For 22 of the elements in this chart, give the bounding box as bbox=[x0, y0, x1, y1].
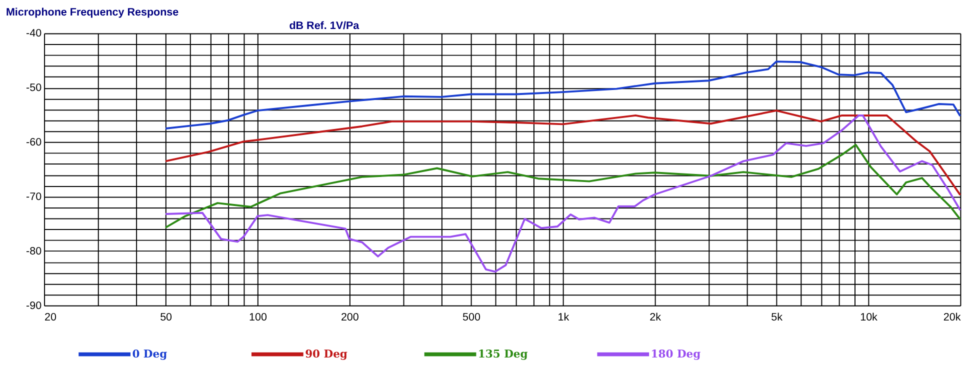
y-axis-title: dB Ref. 1V/Pa bbox=[289, 20, 360, 32]
legend-label: 0 Deg bbox=[132, 347, 168, 360]
y-tick-label: -60 bbox=[26, 136, 42, 149]
chart-title: Microphone Frequency Response bbox=[6, 6, 179, 19]
y-tick-label: -50 bbox=[26, 82, 42, 94]
x-tick-label: 5k bbox=[771, 312, 784, 324]
x-tick-label: 500 bbox=[462, 312, 480, 324]
x-tick-label: 10k bbox=[860, 312, 878, 324]
legend-label: 180 Deg bbox=[650, 347, 702, 360]
x-tick-label: 2k bbox=[650, 312, 662, 324]
y-tick-label: -40 bbox=[26, 28, 42, 40]
x-tick-label: 50 bbox=[160, 312, 172, 324]
x-tick-label: 20k bbox=[943, 312, 962, 324]
x-tick-label: 20 bbox=[44, 312, 57, 324]
x-tick-label: 1k bbox=[558, 312, 570, 324]
y-tick-label: -90 bbox=[26, 300, 42, 312]
y-tick-label: -80 bbox=[26, 245, 42, 258]
x-tick-label: 200 bbox=[340, 312, 359, 324]
y-tick-label: -70 bbox=[26, 190, 42, 203]
legend-label: 135 Deg bbox=[478, 347, 528, 360]
legend-label: 90 Deg bbox=[305, 347, 348, 360]
x-tick-label: 100 bbox=[249, 312, 267, 324]
